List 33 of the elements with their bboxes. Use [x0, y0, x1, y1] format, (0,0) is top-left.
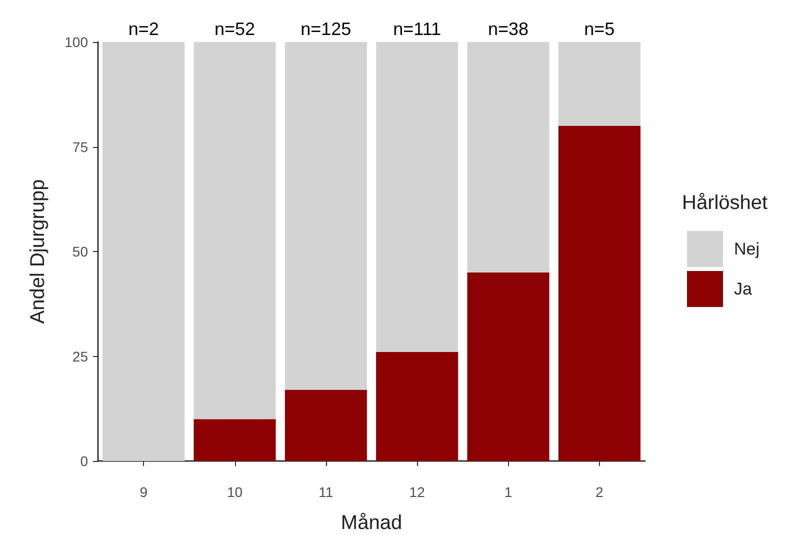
legend-title: Hårlöshet	[682, 192, 768, 214]
annotation: n=52	[214, 19, 256, 39]
x-tick-label: 9	[140, 484, 148, 500]
y-tick-label: 50	[72, 244, 88, 260]
bar	[467, 42, 550, 272]
y-tick-label: 100	[64, 34, 88, 50]
bar	[194, 419, 276, 461]
legend-label: Ja	[734, 280, 752, 298]
annotation: n=125	[300, 19, 352, 39]
annotation: n=38	[488, 19, 529, 39]
x-tick-label: 1	[504, 484, 512, 500]
bar	[376, 42, 458, 352]
x-tick-label: 10	[226, 484, 243, 500]
bar	[376, 352, 458, 461]
bar	[284, 42, 367, 390]
x-tick-label: 12	[409, 484, 426, 500]
annotation: n=5	[584, 19, 615, 39]
bar	[284, 390, 367, 461]
x-tick-label: 11	[318, 484, 334, 500]
y-tick-label: 0	[80, 453, 88, 469]
bar	[558, 126, 640, 461]
x-axis-title: Månad	[340, 512, 402, 534]
y-tick-label: 75	[72, 138, 88, 155]
annotation: n=111	[393, 19, 442, 39]
y-tick-label: 25	[72, 348, 88, 364]
legend-label: Nej	[734, 240, 760, 258]
y-axis-title: Andel Djurgrupp	[27, 179, 49, 324]
bar	[558, 42, 640, 126]
x-tick-label: 2	[596, 484, 604, 500]
bar	[194, 42, 276, 420]
bar	[467, 272, 550, 461]
annotation: n=2	[128, 19, 159, 39]
bar	[102, 42, 185, 461]
